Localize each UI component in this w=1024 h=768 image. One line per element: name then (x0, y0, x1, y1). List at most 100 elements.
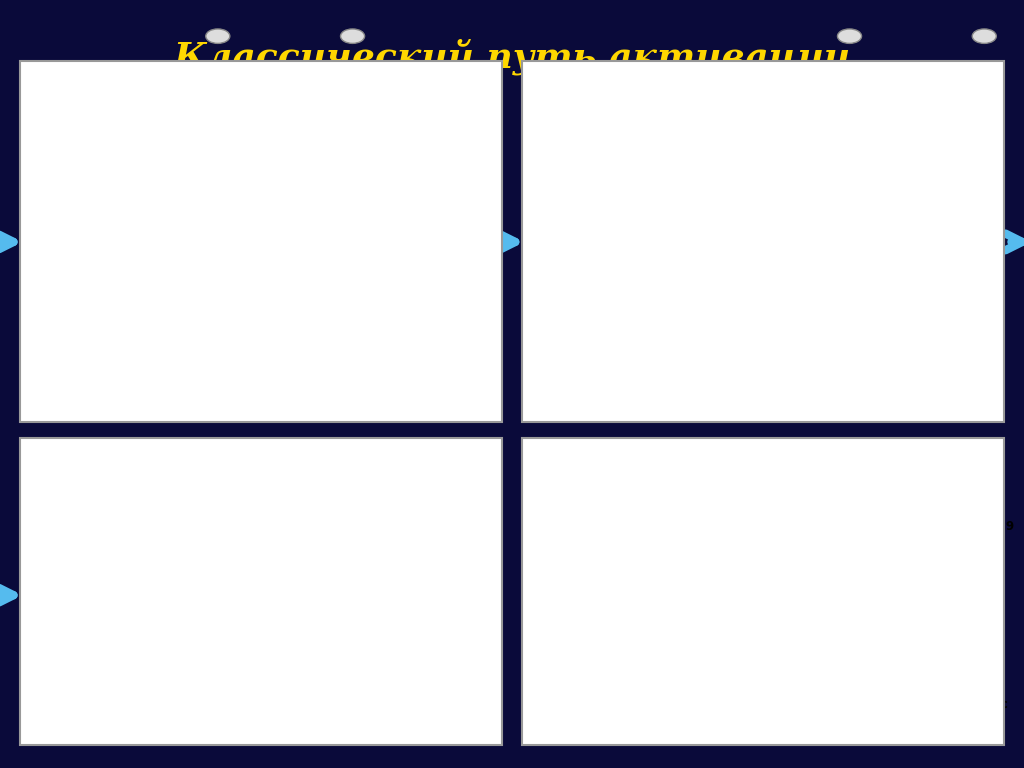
Ellipse shape (582, 623, 594, 629)
Ellipse shape (812, 594, 824, 600)
FancyBboxPatch shape (197, 547, 234, 642)
Ellipse shape (895, 594, 907, 600)
Ellipse shape (120, 161, 137, 170)
FancyBboxPatch shape (890, 558, 912, 600)
Text: C6: C6 (51, 535, 67, 545)
Ellipse shape (936, 623, 948, 629)
FancyBboxPatch shape (331, 547, 370, 642)
Ellipse shape (683, 589, 695, 595)
Ellipse shape (915, 594, 928, 600)
Ellipse shape (703, 589, 716, 595)
Polygon shape (62, 148, 194, 216)
Ellipse shape (181, 467, 249, 519)
Ellipse shape (703, 560, 716, 566)
Ellipse shape (791, 589, 804, 595)
Ellipse shape (119, 290, 167, 323)
Ellipse shape (977, 623, 990, 629)
Ellipse shape (941, 598, 975, 615)
Ellipse shape (206, 29, 229, 44)
Ellipse shape (582, 589, 594, 595)
FancyBboxPatch shape (784, 593, 996, 630)
Ellipse shape (921, 634, 936, 641)
Ellipse shape (561, 594, 573, 600)
Ellipse shape (943, 555, 977, 572)
Ellipse shape (642, 623, 654, 629)
FancyBboxPatch shape (557, 208, 781, 241)
Text: C5b67: C5b67 (188, 646, 233, 659)
Ellipse shape (622, 560, 635, 566)
FancyBboxPatch shape (359, 551, 389, 619)
Ellipse shape (683, 594, 695, 600)
Ellipse shape (663, 623, 675, 629)
Text: C9: C9 (537, 505, 554, 518)
Ellipse shape (601, 594, 614, 600)
Ellipse shape (779, 598, 813, 615)
Ellipse shape (956, 560, 969, 566)
Text: C7: C7 (121, 541, 137, 551)
Ellipse shape (316, 467, 384, 519)
Ellipse shape (604, 287, 652, 319)
Ellipse shape (615, 520, 643, 531)
Ellipse shape (777, 555, 811, 572)
Ellipse shape (561, 589, 573, 595)
Ellipse shape (906, 535, 922, 543)
Text: C3b: C3b (270, 194, 294, 204)
FancyBboxPatch shape (919, 541, 938, 636)
FancyBboxPatch shape (933, 541, 952, 636)
Ellipse shape (541, 589, 553, 595)
FancyBboxPatch shape (803, 541, 822, 636)
FancyBboxPatch shape (549, 565, 587, 621)
FancyBboxPatch shape (784, 559, 996, 596)
Ellipse shape (622, 594, 635, 600)
Text: C4b2a3b: C4b2a3b (242, 356, 297, 366)
Ellipse shape (812, 589, 824, 595)
Ellipse shape (915, 623, 928, 629)
Ellipse shape (90, 541, 119, 553)
Ellipse shape (915, 560, 928, 566)
Ellipse shape (921, 535, 936, 543)
FancyBboxPatch shape (557, 144, 719, 176)
Ellipse shape (601, 623, 614, 629)
FancyBboxPatch shape (612, 526, 646, 626)
FancyBboxPatch shape (904, 541, 924, 636)
Ellipse shape (642, 560, 654, 566)
Text: C3: C3 (63, 196, 82, 209)
Text: +: + (346, 147, 369, 176)
Ellipse shape (561, 560, 573, 566)
Ellipse shape (812, 623, 824, 629)
Ellipse shape (622, 623, 635, 629)
FancyBboxPatch shape (947, 541, 967, 636)
Ellipse shape (362, 546, 386, 556)
Ellipse shape (871, 514, 896, 525)
Text: Лизирующий мембрану комплекс: Лизирующий мембрану комплекс (777, 698, 1009, 711)
Ellipse shape (663, 594, 675, 600)
Ellipse shape (943, 577, 977, 594)
Ellipse shape (85, 177, 100, 184)
Ellipse shape (561, 623, 573, 629)
Ellipse shape (833, 589, 845, 595)
Ellipse shape (819, 634, 835, 641)
Ellipse shape (805, 634, 820, 641)
Ellipse shape (956, 589, 969, 595)
Ellipse shape (853, 623, 865, 629)
Ellipse shape (601, 589, 614, 595)
Ellipse shape (131, 176, 146, 185)
FancyBboxPatch shape (818, 541, 837, 636)
Ellipse shape (601, 560, 614, 566)
Ellipse shape (245, 546, 268, 556)
Text: +: + (770, 137, 794, 165)
Ellipse shape (853, 560, 865, 566)
FancyBboxPatch shape (847, 541, 866, 636)
Ellipse shape (541, 594, 553, 600)
Ellipse shape (835, 634, 850, 641)
Ellipse shape (849, 535, 864, 543)
Text: C5b: C5b (78, 646, 105, 659)
Ellipse shape (663, 589, 675, 595)
Ellipse shape (977, 589, 990, 595)
Ellipse shape (949, 634, 965, 641)
Ellipse shape (873, 560, 887, 566)
FancyBboxPatch shape (535, 593, 722, 630)
Ellipse shape (642, 589, 654, 595)
Ellipse shape (582, 560, 594, 566)
Ellipse shape (805, 535, 820, 543)
